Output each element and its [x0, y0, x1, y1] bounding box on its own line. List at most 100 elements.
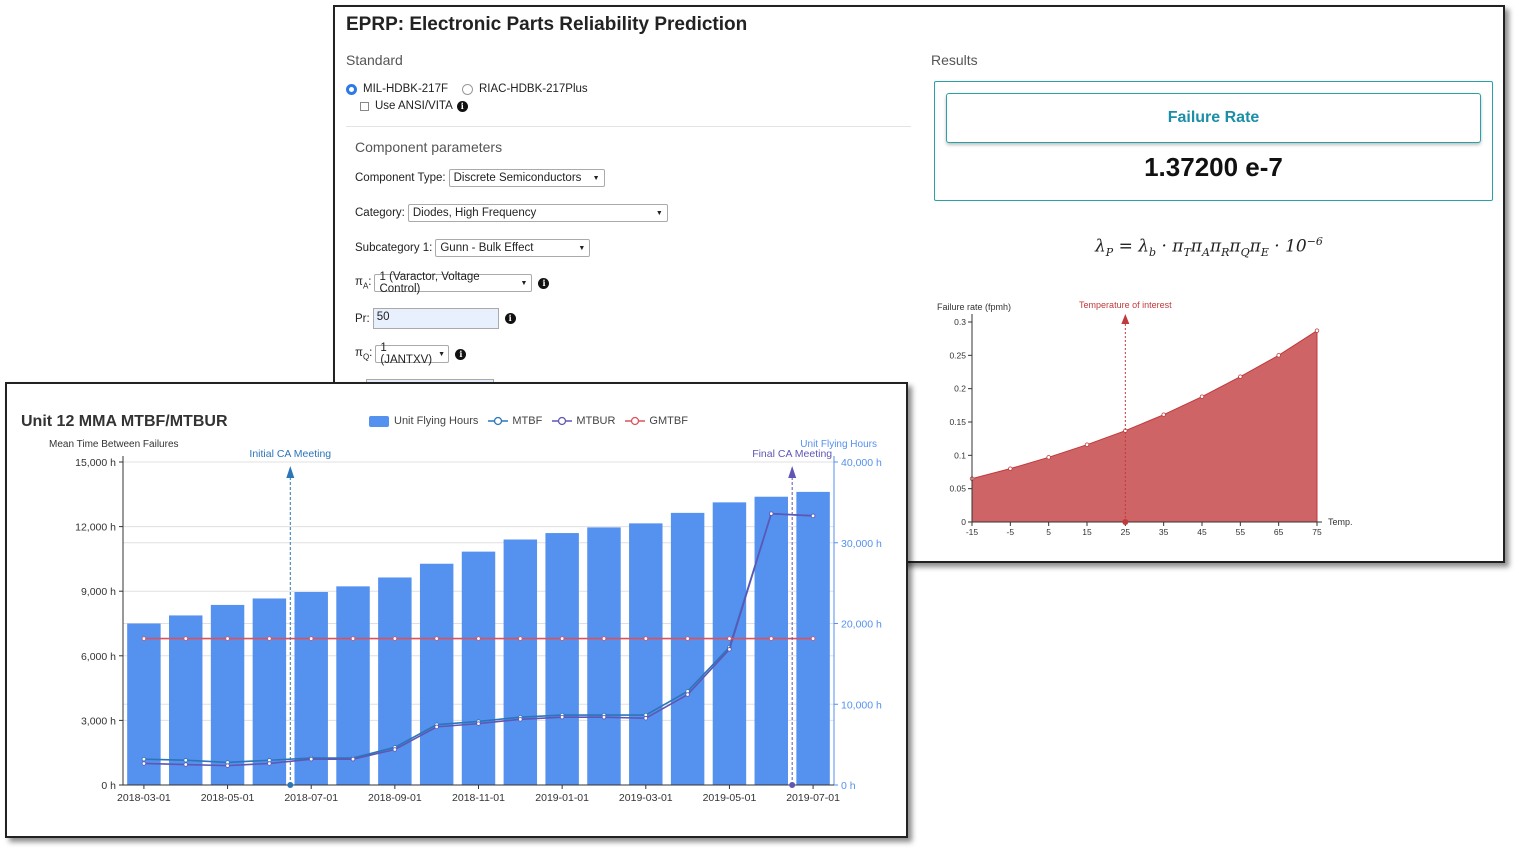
data-point	[1084, 442, 1090, 447]
data-point	[183, 762, 188, 767]
data-point	[559, 636, 565, 641]
radio-riac-hdbk[interactable]	[462, 83, 473, 95]
y-right-tick-label: 30,000 h	[841, 538, 882, 550]
radio-mil-hdbk[interactable]	[346, 83, 357, 95]
bar	[336, 586, 370, 785]
chevron-down-icon: ▼	[438, 350, 446, 358]
x-tick-label: 2018-07-01	[284, 792, 338, 804]
x-tick-label: 2018-09-01	[368, 792, 422, 804]
annotation-label: Temperature of interest	[1079, 300, 1172, 310]
category-select[interactable]: Diodes, High Frequency ▼	[407, 204, 668, 222]
legend-label: MTBF	[512, 415, 543, 427]
data-point	[685, 636, 690, 641]
component-type-label: Component Type:	[355, 172, 446, 184]
pi-q-row: πQ: 1 (JANTXV) ▼ i	[355, 342, 467, 366]
pi-a-select[interactable]: 1 (Varactor, Voltage Control) ▼	[374, 271, 533, 295]
annotation-marker	[287, 782, 294, 788]
data-point	[267, 636, 272, 641]
x-tick-label: 2018-03-01	[117, 792, 171, 804]
data-point	[769, 511, 774, 516]
pi-q-label: πQ:	[355, 346, 373, 362]
data-point	[685, 692, 690, 697]
data-point	[183, 636, 188, 641]
legend-label: Unit Flying Hours	[394, 415, 479, 427]
bar	[169, 615, 203, 785]
x-tick-label: 5	[1046, 527, 1051, 537]
data-point	[1238, 374, 1243, 379]
data-point	[727, 647, 732, 652]
y-axis-label: Failure rate (fpmh)	[937, 302, 1011, 312]
data-point	[183, 758, 188, 763]
failure-rate-area	[971, 329, 1318, 523]
y-axis-left-label: Mean Time Between Failures	[49, 439, 179, 450]
subcategory-row: Subcategory 1: Gunn - Bulk Effect ▼	[355, 239, 591, 257]
component-type-value: Discrete Semiconductors	[453, 172, 582, 184]
info-icon[interactable]: i	[504, 313, 516, 324]
category-value: Diodes, High Frequency	[412, 207, 537, 219]
y-left-tick-label: 9,000 h	[81, 586, 116, 598]
data-point	[141, 756, 147, 762]
failure-rate-button[interactable]: Failure Rate	[946, 93, 1481, 143]
pi-q-select[interactable]: 1 (JANTXV) ▼	[375, 342, 450, 366]
bar	[629, 523, 663, 785]
bar	[503, 539, 538, 785]
data-point	[1199, 394, 1205, 399]
ansi-label[interactable]: Use ANSI/VITA	[375, 100, 453, 112]
annotation-arrow	[788, 466, 797, 478]
pr-input[interactable]: 50	[372, 308, 499, 329]
info-icon[interactable]: i	[455, 348, 467, 360]
annotation-marker	[1122, 519, 1129, 525]
info-icon[interactable]: i	[538, 277, 550, 289]
component-parameters-heading: Component parameters	[355, 139, 503, 155]
divider	[346, 126, 911, 127]
failure-rate-formula: λP = λb · πTπAπRπQπE · 10−6	[1095, 235, 1323, 260]
category-row: Category: Diodes, High Frequency ▼	[355, 204, 668, 222]
component-type-select[interactable]: Discrete Semiconductors ▼	[448, 169, 605, 187]
pi-a-row: πA: 1 (Varactor, Voltage Control) ▼ i	[355, 271, 550, 295]
data-point	[476, 721, 481, 726]
legend-item-gmtbf[interactable]: GMTBF	[625, 415, 688, 427]
annotation-arrow	[1121, 314, 1130, 324]
bar	[419, 563, 454, 785]
data-point	[1046, 455, 1051, 460]
data-point	[225, 636, 230, 641]
chevron-down-icon: ▼	[655, 209, 663, 217]
legend-item-flying-hours[interactable]: Unit Flying Hours	[369, 415, 478, 427]
legend-item-mtbur[interactable]: MTBUR	[552, 415, 615, 427]
failure-rate-value: 1.37200 e-7	[1144, 152, 1283, 182]
chevron-down-icon: ▼	[578, 244, 586, 252]
x-tick-label: 2019-01-01	[535, 792, 589, 804]
ansi-checkbox[interactable]	[360, 101, 369, 111]
bar	[587, 527, 621, 785]
results-label: Results	[931, 52, 978, 68]
y-left-tick-label: 15,000 h	[75, 457, 116, 469]
data-point	[1161, 412, 1166, 417]
pi-a-value: 1 (Varactor, Voltage Control)	[379, 271, 480, 295]
data-point	[434, 724, 439, 730]
annotation-label: Final CA Meeting	[752, 448, 832, 460]
legend-label: MTBUR	[576, 415, 616, 427]
y-right-tick-label: 0 h	[841, 780, 856, 792]
data-point	[309, 756, 314, 762]
x-tick-label: 75	[1312, 527, 1322, 537]
y-tick-label: 0.05	[949, 484, 966, 494]
annotation-marker	[789, 782, 796, 788]
data-point	[141, 636, 147, 641]
radio-riac-hdbk-label[interactable]: RIAC-HDBK-217Plus	[479, 83, 588, 95]
data-point	[1314, 328, 1320, 333]
x-tick-label: 45	[1197, 527, 1207, 537]
pi-q-value: 1 (JANTXV)	[380, 342, 433, 366]
info-icon[interactable]: i	[456, 100, 468, 112]
x-tick-label: 2019-07-01	[786, 792, 840, 804]
legend-item-mtbf[interactable]: MTBF	[488, 415, 542, 427]
annotation-label: Initial CA Meeting	[249, 448, 331, 460]
radio-mil-hdbk-label[interactable]: MIL-HDBK-217F	[363, 83, 448, 95]
data-point	[350, 756, 356, 762]
bar	[252, 598, 287, 785]
subcategory-select[interactable]: Gunn - Bulk Effect ▼	[435, 239, 591, 257]
y-tick-label: 0.2	[954, 384, 966, 394]
category-label: Category:	[355, 207, 405, 219]
data-point	[810, 636, 816, 641]
data-point	[476, 636, 481, 641]
data-point	[1276, 353, 1281, 358]
